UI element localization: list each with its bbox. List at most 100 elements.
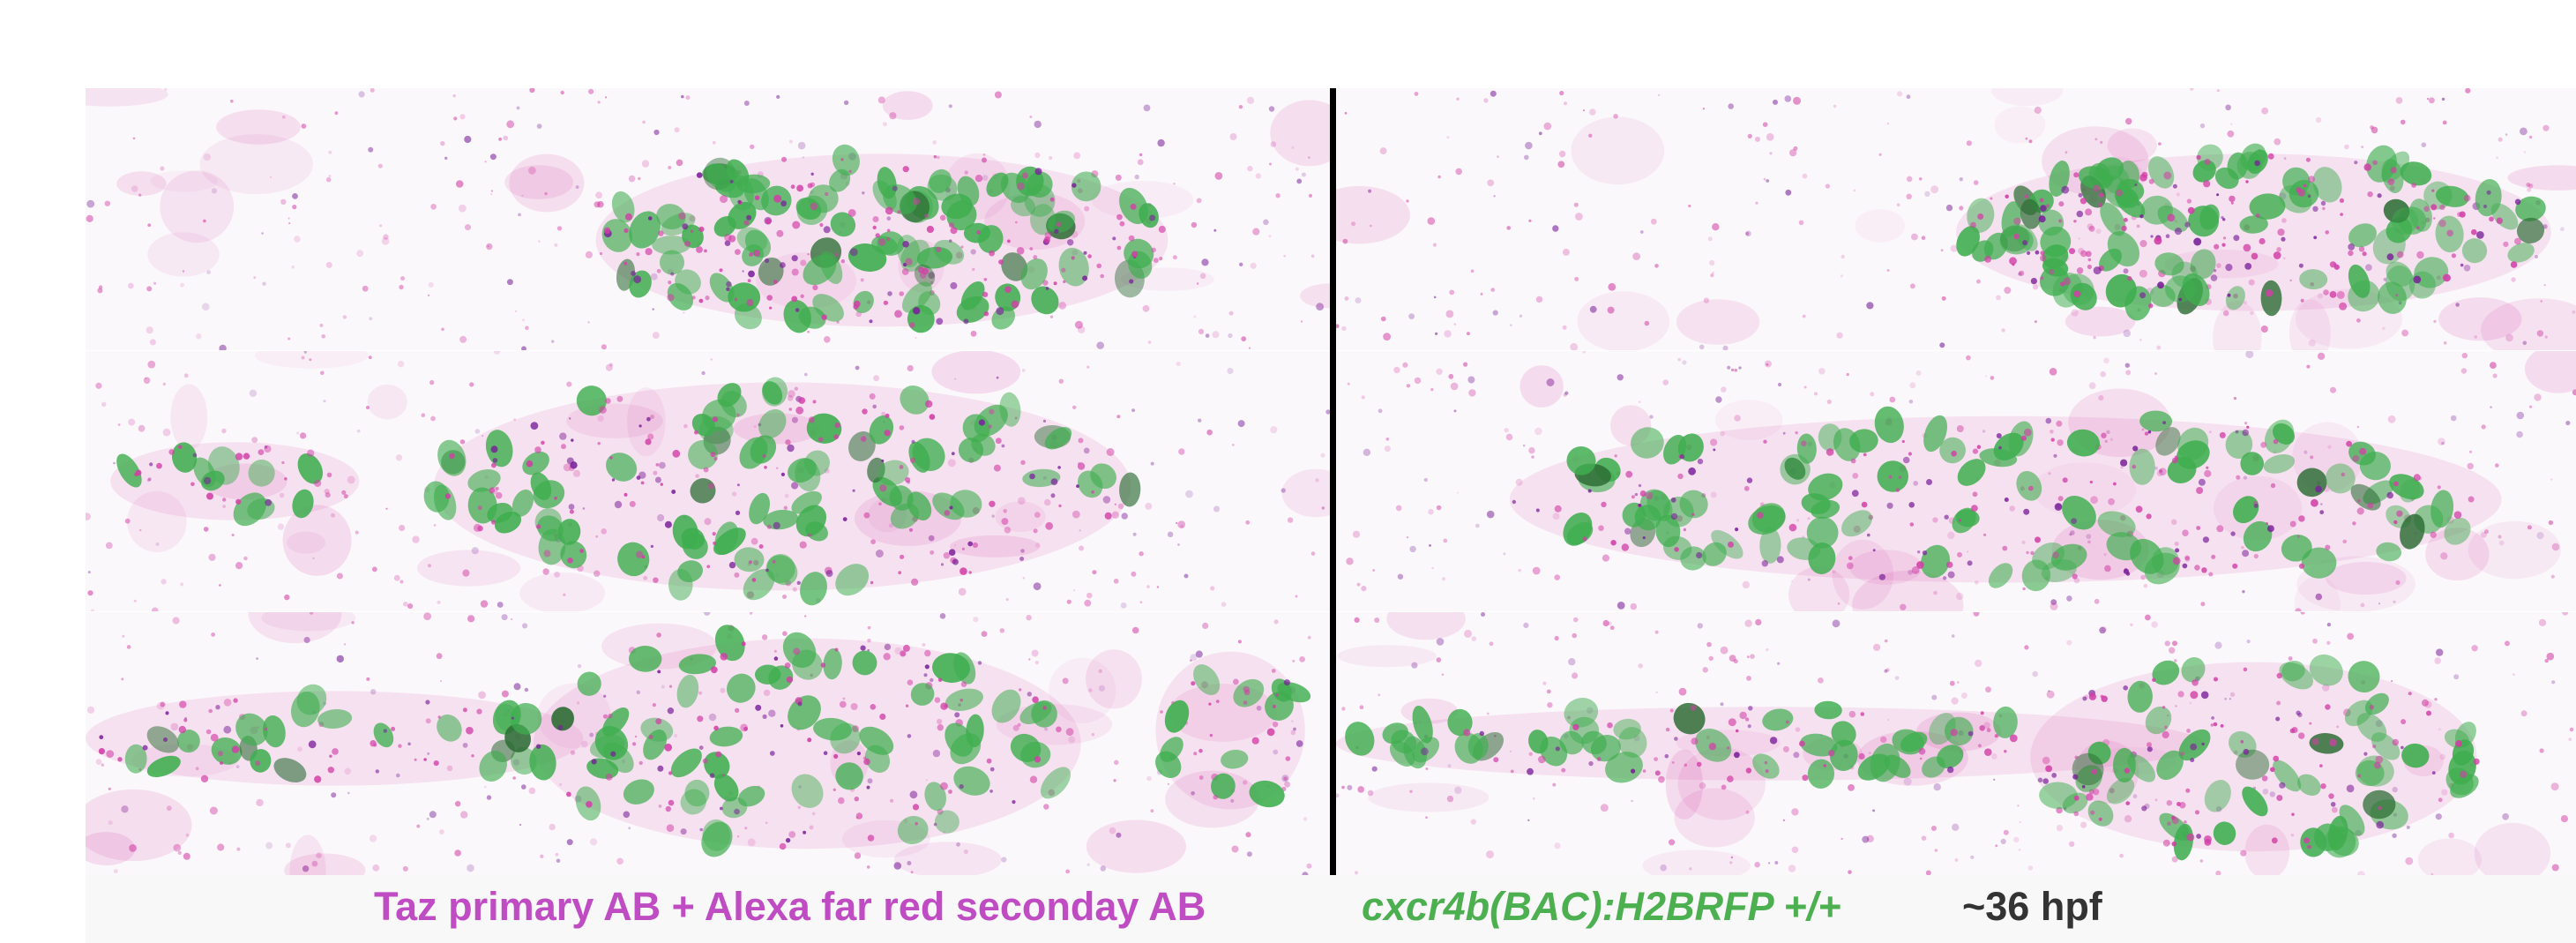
speckle — [122, 634, 125, 638]
speckle — [1048, 789, 1056, 797]
speckle — [524, 687, 529, 692]
nucleus — [978, 225, 1004, 253]
speckle — [1425, 767, 1429, 770]
nucleus — [2144, 552, 2180, 585]
nucleus — [1759, 527, 1781, 564]
punctum — [2139, 292, 2147, 299]
punctum — [668, 685, 673, 688]
speckle — [2393, 600, 2396, 603]
punctum — [765, 568, 769, 573]
speckle — [490, 192, 493, 196]
punctum — [684, 240, 691, 247]
speckle — [1269, 162, 1272, 166]
punctum — [1610, 540, 1617, 546]
nucleus — [1957, 459, 1986, 486]
speckle — [104, 200, 110, 206]
speckle — [2244, 300, 2247, 304]
speckle — [166, 805, 172, 812]
speckle — [2248, 279, 2255, 286]
punctum — [2162, 421, 2166, 424]
speckle — [2481, 424, 2486, 430]
punctum — [1007, 239, 1011, 243]
punctum — [797, 701, 803, 707]
punctum — [2035, 250, 2040, 255]
speckle — [1630, 602, 1638, 610]
punctum — [720, 195, 728, 204]
speckle — [1940, 249, 1944, 252]
speckle — [1020, 549, 1025, 553]
speckle — [1425, 816, 1428, 819]
punctum — [933, 822, 937, 827]
speckle — [1083, 447, 1090, 454]
speckle — [489, 153, 497, 161]
haze — [1849, 550, 1923, 585]
speckle — [943, 552, 951, 559]
speckle — [689, 215, 696, 222]
nucleus — [522, 451, 549, 475]
speckle — [850, 703, 858, 710]
speckle — [2230, 123, 2233, 125]
nucleus — [852, 650, 877, 676]
punctum — [2413, 474, 2421, 482]
punctum — [231, 745, 240, 753]
punctum — [950, 227, 958, 235]
micrograph-figure — [86, 88, 2576, 875]
speckle — [1956, 425, 1964, 432]
speckle — [788, 139, 793, 144]
speckle — [2216, 89, 2220, 93]
nucleus — [823, 647, 842, 680]
speckle — [1198, 775, 1204, 780]
speckle — [1523, 622, 1529, 628]
nucleus — [670, 748, 702, 778]
punctum — [834, 423, 840, 429]
speckle — [2426, 97, 2430, 101]
punctum — [2178, 297, 2183, 302]
speckle — [160, 166, 165, 171]
speckle — [1409, 790, 1413, 793]
speckle — [1436, 505, 1442, 511]
speckle — [1793, 96, 1801, 105]
punctum — [477, 505, 482, 511]
nucleus — [1806, 516, 1839, 549]
speckle — [503, 135, 509, 141]
haze — [2107, 128, 2157, 163]
speckle — [666, 824, 675, 832]
speckle — [2560, 815, 2568, 823]
speckle — [1455, 168, 1462, 176]
nucleus — [691, 413, 715, 437]
speckle — [1573, 202, 1579, 207]
punctum — [977, 661, 982, 665]
nucleus — [1590, 734, 1621, 762]
speckle — [1712, 223, 1720, 231]
speckle — [1689, 867, 1692, 871]
speckle — [139, 528, 142, 532]
punctum — [2439, 204, 2445, 210]
punctum — [491, 462, 497, 468]
speckle — [2523, 151, 2527, 153]
punctum — [2291, 727, 2298, 733]
speckle — [2125, 117, 2132, 125]
speckle — [1228, 311, 1234, 316]
punctum — [2416, 226, 2420, 230]
punctum — [1266, 728, 1275, 737]
speckle — [208, 708, 213, 714]
nucleus — [867, 457, 885, 483]
punctum — [462, 707, 467, 713]
speckle — [1300, 320, 1303, 323]
speckle — [170, 722, 179, 731]
nucleus — [1564, 697, 1599, 728]
speckle — [590, 838, 598, 846]
punctum — [2300, 298, 2304, 303]
speckle — [108, 787, 111, 790]
punctum — [2444, 274, 2452, 282]
punctum — [314, 479, 322, 487]
speckle — [1397, 573, 1404, 580]
punctum — [1851, 490, 1859, 498]
speckle — [652, 308, 654, 311]
punctum — [948, 790, 952, 794]
punctum — [2483, 204, 2488, 209]
nucleus — [1780, 453, 1811, 485]
punctum — [2291, 812, 2295, 816]
punctum — [2027, 485, 2034, 491]
punctum — [926, 225, 934, 234]
